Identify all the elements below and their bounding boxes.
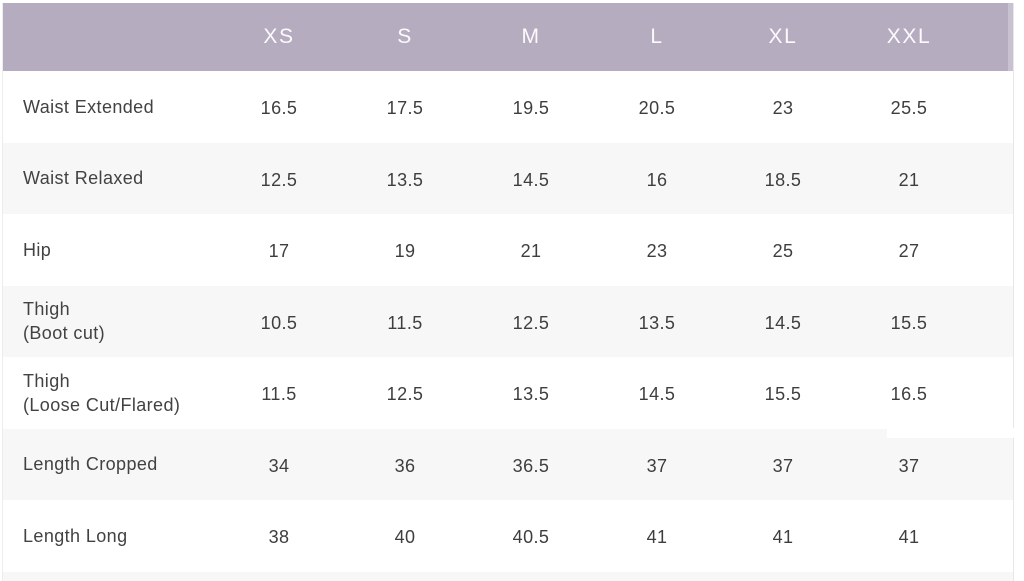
cell-hip-l: 23 <box>646 241 668 262</box>
cell-hip-m: 21 <box>520 241 542 262</box>
cell-waist-extended-m: 19.5 <box>512 98 550 119</box>
row-label: Thigh <box>23 370 71 391</box>
table-row-length-long: Length Long 38 40 40.5 41 41 41 <box>3 500 1013 572</box>
table-row-thigh-loose-cut-flared: Thigh (Loose Cut/Flared) 11.5 12.5 13.5 … <box>3 357 1013 429</box>
cell-length-cropped-xl: 37 <box>772 455 794 476</box>
cell-length-cropped-l: 37 <box>646 455 668 476</box>
row-label: Thigh <box>23 299 71 320</box>
cell-length-cropped-xs: 34 <box>268 455 290 476</box>
col-header-blank <box>3 3 216 71</box>
row-label-cell: Length Cropped <box>3 429 216 501</box>
row-sublabel: (Loose Cut/Flared) <box>23 394 181 415</box>
row-label-cell: Waist Extended <box>3 71 216 143</box>
cell-thigh-loose-s: 12.5 <box>386 384 424 405</box>
cell-waist-relaxed-xs: 12.5 <box>260 169 298 190</box>
cell-hip-xl: 25 <box>772 241 794 262</box>
cell-hip-xs: 17 <box>268 241 290 262</box>
col-header-xl: XL <box>768 25 798 48</box>
spacer-cell <box>972 357 1013 429</box>
cell-waist-relaxed-m: 14.5 <box>512 169 550 190</box>
cell-length-cropped-xxl: 37 <box>898 455 920 476</box>
row-label-cell: Waist Relaxed <box>3 143 216 215</box>
spacer-cell <box>972 429 1013 501</box>
row-label-cell: Hip <box>3 214 216 286</box>
cell-thigh-boot-m: 12.5 <box>512 312 550 333</box>
cell-hip-xxl: 27 <box>898 241 920 262</box>
cell-waist-extended-xs: 16.5 <box>260 98 298 119</box>
row-label: Hip <box>23 239 52 260</box>
cell-length-long-xxl: 41 <box>898 527 920 548</box>
cell-thigh-loose-l: 14.5 <box>638 384 676 405</box>
row-edge-artifact <box>887 428 1014 438</box>
col-header-xs: XS <box>263 25 295 48</box>
cell-thigh-boot-xs: 10.5 <box>260 312 298 333</box>
table-row-length-cropped: Length Cropped 34 36 36.5 37 37 37 <box>3 428 1013 501</box>
cell-thigh-loose-xs: 11.5 <box>261 384 297 405</box>
header-spacer-cell <box>972 3 1013 71</box>
row-label-cell: Thigh (Boot cut) <box>3 286 216 358</box>
row-label: Length Long <box>23 525 128 546</box>
cell-thigh-boot-xl: 14.5 <box>764 312 802 333</box>
cell-thigh-boot-l: 13.5 <box>638 312 676 333</box>
cell-thigh-loose-m: 13.5 <box>512 384 550 405</box>
cell-length-long-xs: 38 <box>268 527 290 548</box>
table-row-hip: Hip 17 19 21 23 25 27 <box>3 214 1013 286</box>
cell-thigh-boot-s: 11.5 <box>387 312 423 333</box>
cell-waist-relaxed-xl: 18.5 <box>764 169 802 190</box>
cell-length-long-m: 40.5 <box>512 527 550 548</box>
col-header-l: L <box>650 25 664 48</box>
cell-length-long-l: 41 <box>646 527 668 548</box>
cell-waist-extended-xl: 23 <box>772 98 794 119</box>
cell-length-long-xl: 41 <box>772 527 794 548</box>
size-chart-container: XS S M L XL XXL Waist Extended 16.5 17.5… <box>2 3 1014 581</box>
row-label-cell: Length Long <box>3 500 216 572</box>
cell-length-long-s: 40 <box>394 527 416 548</box>
cell-thigh-loose-xxl: 16.5 <box>890 384 928 405</box>
col-header-xxl: XXL <box>886 25 932 48</box>
row-label: Waist Extended <box>23 96 154 117</box>
table-row-waist-relaxed: Waist Relaxed 12.5 13.5 14.5 16 18.5 21 <box>3 142 1013 215</box>
cell-length-cropped-m: 36.5 <box>512 455 550 476</box>
spacer-cell <box>972 143 1013 215</box>
row-label: Length Cropped <box>23 454 158 475</box>
cell-waist-relaxed-l: 16 <box>646 169 668 190</box>
cell-waist-extended-l: 20.5 <box>638 98 676 119</box>
row-label: Waist Relaxed <box>23 168 144 189</box>
cell-thigh-loose-xl: 15.5 <box>764 384 802 405</box>
cell-hip-s: 19 <box>394 241 416 262</box>
table-row-waist-extended: Waist Extended 16.5 17.5 19.5 20.5 23 25… <box>3 71 1013 143</box>
size-chart-table: XS S M L XL XXL Waist Extended 16.5 17.5… <box>3 3 1013 572</box>
spacer-cell <box>972 71 1013 143</box>
cell-waist-extended-s: 17.5 <box>386 98 424 119</box>
cell-waist-relaxed-s: 13.5 <box>386 169 424 190</box>
spacer-cell <box>972 286 1013 358</box>
table-row-thigh-boot-cut: Thigh (Boot cut) 10.5 11.5 12.5 13.5 14.… <box>3 285 1013 358</box>
row-sublabel: (Boot cut) <box>23 323 106 344</box>
cell-waist-extended-xxl: 25.5 <box>890 98 928 119</box>
cell-waist-relaxed-xxl: 21 <box>898 169 920 190</box>
spacer-cell <box>972 500 1013 572</box>
cell-thigh-boot-xxl: 15.5 <box>890 312 928 333</box>
col-header-m: M <box>521 25 541 48</box>
partial-next-row <box>3 571 1013 581</box>
cell-length-cropped-s: 36 <box>394 455 416 476</box>
row-label-cell: Thigh (Loose Cut/Flared) <box>3 357 216 429</box>
table-header-row: XS S M L XL XXL <box>3 3 1013 71</box>
col-header-s: S <box>397 25 413 48</box>
spacer-cell <box>972 214 1013 286</box>
